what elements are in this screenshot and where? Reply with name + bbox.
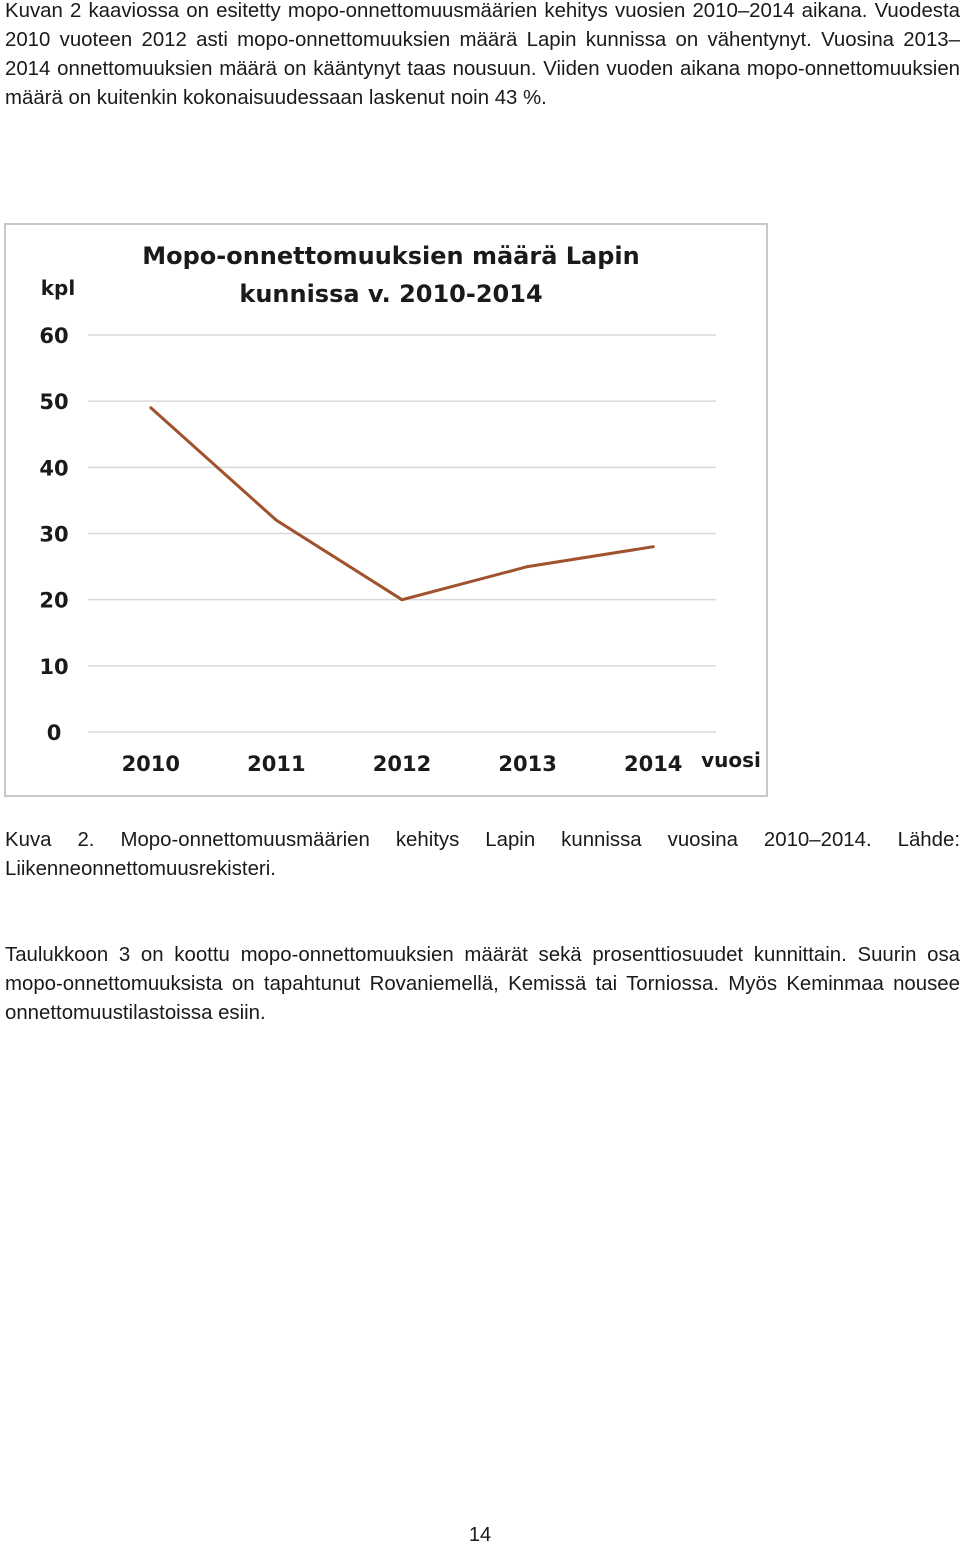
x-tick-label: 2013 [498,752,556,776]
chart-title-line-2: kunnissa v. 2010-2014 [239,280,543,308]
series-line [149,406,654,602]
figure-caption: Kuva 2. Mopo-onnettomuusmäärien kehitys … [5,829,960,880]
data-point [400,598,404,602]
chart-plot-area: kpl 0 10 20 30 40 50 60 2010 2011 2012 2013 2014 vuos… [39,276,761,776]
intro-paragraph: Kuvan 2 kaaviossa on esitetty mopo-onnet… [5,0,960,109]
line-chart: Mopo-onnettomuuksien määrä Lapin kunniss… [4,223,768,797]
x-tick-label: 2011 [247,752,305,776]
y-tick-label: 40 [39,456,68,480]
y-tick-label: 60 [39,324,68,348]
y-tick-label: 0 [47,721,62,745]
data-point [149,406,153,410]
data-point [526,565,530,569]
y-tick-label: 30 [39,523,68,547]
x-tick-label: 2012 [373,752,431,776]
data-point [274,518,278,522]
page-number: 14 [468,1524,492,1546]
y-axis-label: kpl [41,276,75,300]
data-point [651,545,655,549]
body-paragraph: Taulukkoon 3 on koottu mopo-onnettomuuks… [5,944,960,1024]
chart-title: Mopo-onnettomuuksien määrä Lapin kunniss… [6,237,776,313]
y-tick-label: 10 [39,655,68,679]
x-axis-label: vuosi [701,748,761,772]
y-tick-label: 50 [39,390,68,414]
x-tick-label: 2014 [624,752,682,776]
x-tick-label: 2010 [122,752,180,776]
chart-title-line-1: Mopo-onnettomuuksien määrä Lapin [142,242,640,270]
y-tick-label: 20 [39,589,68,613]
